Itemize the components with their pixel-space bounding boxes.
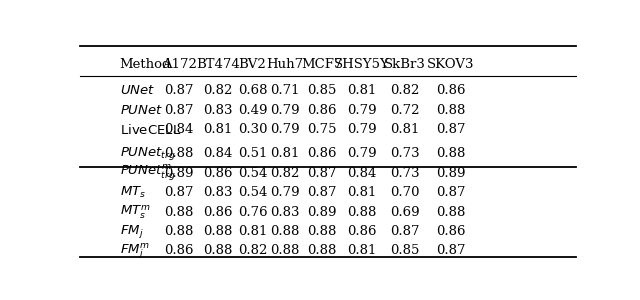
Text: $\mathrm{LiveCELL}$: $\mathrm{LiveCELL}$ — [120, 123, 181, 137]
Text: 0.88: 0.88 — [307, 244, 337, 257]
Text: 0.54: 0.54 — [238, 167, 268, 180]
Text: 0.87: 0.87 — [436, 244, 466, 257]
Text: MCF7: MCF7 — [301, 58, 343, 71]
Text: 0.85: 0.85 — [390, 244, 420, 257]
Text: 0.83: 0.83 — [270, 206, 300, 218]
Text: Method: Method — [120, 58, 171, 71]
Text: 0.73: 0.73 — [390, 147, 420, 160]
Text: 0.88: 0.88 — [270, 225, 300, 238]
Text: 0.81: 0.81 — [270, 147, 300, 160]
Text: $\mathit{UNet}$: $\mathit{UNet}$ — [120, 85, 155, 98]
Text: 0.87: 0.87 — [164, 85, 194, 98]
Text: 0.88: 0.88 — [204, 244, 232, 257]
Text: BT474: BT474 — [196, 58, 240, 71]
Text: 0.86: 0.86 — [436, 225, 466, 238]
Text: 0.79: 0.79 — [347, 104, 376, 117]
Text: 0.88: 0.88 — [436, 147, 466, 160]
Text: 0.82: 0.82 — [270, 167, 300, 180]
Text: 0.86: 0.86 — [203, 167, 232, 180]
Text: 0.81: 0.81 — [347, 85, 376, 98]
Text: $\mathit{MT}_{s}$: $\mathit{MT}_{s}$ — [120, 185, 146, 200]
Text: 0.84: 0.84 — [204, 147, 232, 160]
Text: A172: A172 — [162, 58, 196, 71]
Text: 0.85: 0.85 — [307, 85, 337, 98]
Text: 0.81: 0.81 — [238, 225, 268, 238]
Text: 0.87: 0.87 — [436, 123, 466, 136]
Text: 0.82: 0.82 — [204, 85, 232, 98]
Text: 0.82: 0.82 — [390, 85, 420, 98]
Text: 0.86: 0.86 — [307, 104, 337, 117]
Text: 0.88: 0.88 — [307, 225, 337, 238]
Text: 0.79: 0.79 — [347, 147, 376, 160]
Text: $\mathit{PUNet}$: $\mathit{PUNet}$ — [120, 104, 163, 117]
Text: 0.68: 0.68 — [238, 85, 268, 98]
Text: 0.84: 0.84 — [164, 123, 194, 136]
Text: 0.86: 0.86 — [347, 225, 376, 238]
Text: 0.87: 0.87 — [307, 186, 337, 199]
Text: 0.81: 0.81 — [204, 123, 232, 136]
Text: 0.87: 0.87 — [164, 104, 194, 117]
Text: 0.88: 0.88 — [436, 104, 466, 117]
Text: 0.84: 0.84 — [347, 167, 376, 180]
Text: 0.71: 0.71 — [270, 85, 300, 98]
Text: SHSY5Y: SHSY5Y — [334, 58, 390, 71]
Text: 0.89: 0.89 — [164, 167, 194, 180]
Text: 0.86: 0.86 — [307, 147, 337, 160]
Text: 0.75: 0.75 — [307, 123, 337, 136]
Text: 0.49: 0.49 — [238, 104, 268, 117]
Text: 0.79: 0.79 — [270, 186, 300, 199]
Text: 0.86: 0.86 — [203, 206, 232, 218]
Text: 0.88: 0.88 — [164, 206, 194, 218]
Text: 0.82: 0.82 — [238, 244, 268, 257]
Text: 0.87: 0.87 — [164, 186, 194, 199]
Text: 0.87: 0.87 — [307, 167, 337, 180]
Text: 0.54: 0.54 — [238, 186, 268, 199]
Text: 0.88: 0.88 — [204, 225, 232, 238]
Text: $\mathit{FM}^{m}_{j}$: $\mathit{FM}^{m}_{j}$ — [120, 241, 150, 261]
Text: 0.89: 0.89 — [436, 167, 466, 180]
Text: 0.79: 0.79 — [270, 104, 300, 117]
Text: 0.81: 0.81 — [390, 123, 420, 136]
Text: SkBr3: SkBr3 — [384, 58, 426, 71]
Text: 0.81: 0.81 — [347, 186, 376, 199]
Text: $\mathit{PUNet}_{trg}$: $\mathit{PUNet}_{trg}$ — [120, 145, 175, 162]
Text: BV2: BV2 — [239, 58, 266, 71]
Text: 0.89: 0.89 — [307, 206, 337, 218]
Text: 0.79: 0.79 — [347, 123, 376, 136]
Text: 0.83: 0.83 — [203, 104, 232, 117]
Text: 0.88: 0.88 — [347, 206, 376, 218]
Text: 0.83: 0.83 — [203, 186, 232, 199]
Text: Huh7: Huh7 — [266, 58, 303, 71]
Text: 0.86: 0.86 — [436, 85, 466, 98]
Text: 0.88: 0.88 — [270, 244, 300, 257]
Text: 0.73: 0.73 — [390, 167, 420, 180]
Text: 0.51: 0.51 — [238, 147, 268, 160]
Text: 0.88: 0.88 — [164, 225, 194, 238]
Text: 0.86: 0.86 — [164, 244, 194, 257]
Text: $\mathit{PUNet}^{m}_{trg}$: $\mathit{PUNet}^{m}_{trg}$ — [120, 164, 175, 183]
Text: 0.81: 0.81 — [347, 244, 376, 257]
Text: $\mathit{MT}^{m}_{s}$: $\mathit{MT}^{m}_{s}$ — [120, 203, 150, 221]
Text: 0.30: 0.30 — [238, 123, 268, 136]
Text: 0.76: 0.76 — [238, 206, 268, 218]
Text: 0.70: 0.70 — [390, 186, 420, 199]
Text: 0.79: 0.79 — [270, 123, 300, 136]
Text: 0.88: 0.88 — [164, 147, 194, 160]
Text: 0.87: 0.87 — [436, 186, 466, 199]
Text: 0.69: 0.69 — [390, 206, 420, 218]
Text: SKOV3: SKOV3 — [428, 58, 475, 71]
Text: 0.87: 0.87 — [390, 225, 420, 238]
Text: 0.72: 0.72 — [390, 104, 420, 117]
Text: $\mathit{FM}_{j}$: $\mathit{FM}_{j}$ — [120, 223, 143, 240]
Text: 0.88: 0.88 — [436, 206, 466, 218]
